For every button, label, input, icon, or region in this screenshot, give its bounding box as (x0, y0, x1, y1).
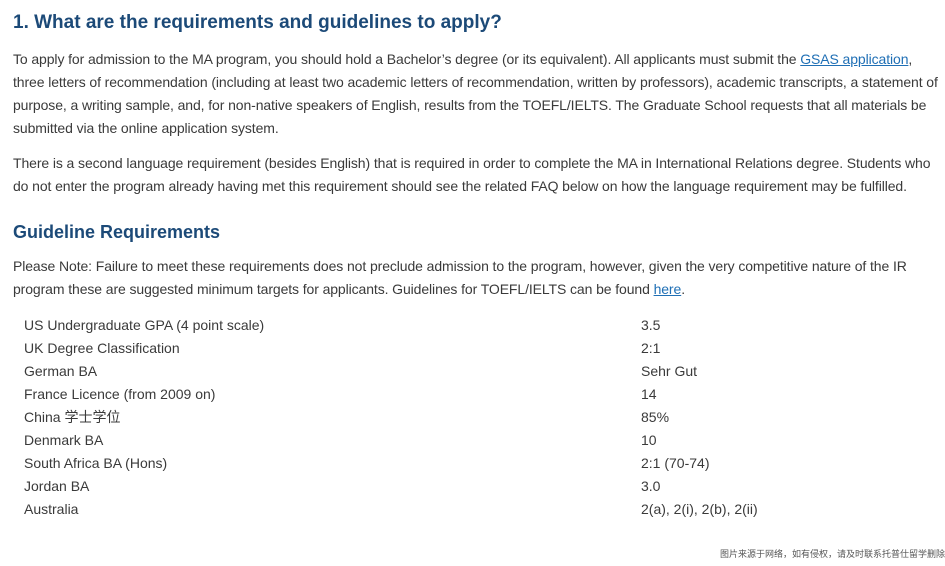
minimum: 3.0 (641, 477, 661, 494)
table-row: China 学士学位 85% (24, 405, 758, 428)
qualification: US Undergraduate GPA (4 point scale) (24, 316, 265, 333)
minimum: 2(a), 2(i), 2(b), 2(ii) (641, 500, 758, 517)
table-row: France Licence (from 2009 on) 14 (24, 382, 758, 405)
qualification: UK Degree Classification (24, 339, 180, 356)
table-row: UK Degree Classification 2:1 (24, 336, 758, 359)
heading: 1. What are the requirements and guideli… (13, 12, 502, 33)
table-row: Jordan BA 3.0 (24, 474, 758, 497)
minimum: 14 (641, 385, 657, 402)
minimum: Sehr Gut (641, 362, 698, 379)
qualification: South Africa BA (Hons) (24, 454, 168, 471)
qualification: China 学士学位 (24, 408, 121, 425)
subheading: Guideline Requirements (13, 222, 221, 242)
qualification: German BA (24, 362, 98, 379)
qualification: Australia (24, 500, 79, 517)
requirements-table: US Undergraduate GPA (4 point scale) 3.5 U… (24, 313, 758, 520)
text: . (681, 281, 685, 297)
minimum: 10 (641, 431, 657, 448)
note-paragraph: Please Note: Failure to meet these requi… (13, 255, 943, 301)
text: , three letters of recommendation (inclu… (13, 51, 938, 136)
table-body: US Undergraduate GPA (4 point scale) 3.5 U… (24, 313, 758, 520)
table-row: Australia 2(a), 2(i), 2(b), 2(ii) (24, 497, 758, 520)
table-row: Denmark BA 10 (24, 428, 758, 451)
here-link[interactable]: here (653, 281, 682, 297)
gsas-link[interactable]: GSAS application (800, 51, 909, 67)
qualification: Denmark BA (24, 431, 104, 448)
qualification: Jordan BA (24, 477, 90, 494)
language-paragraph: There is a second language requirement (… (13, 155, 931, 194)
minimum: 85% (641, 408, 670, 425)
watermark: 图片来源于网络，如有侵权，请及时联系托普仕留学删除 (719, 549, 945, 559)
qualification: France Licence (from 2009 on) (24, 385, 216, 402)
table-row: German BA Sehr Gut (24, 359, 758, 382)
intro-paragraph: To apply for admission to the MA program… (13, 48, 943, 140)
text: Please Note: Failure to meet these requi… (13, 258, 907, 297)
table-row: US Undergraduate GPA (4 point scale) 3.5 (24, 313, 758, 336)
minimum: 2:1 (70-74) (641, 454, 710, 471)
table-row: South Africa BA (Hons) 2:1 (70-74) (24, 451, 758, 474)
minimum: 2:1 (641, 339, 661, 356)
content: 1. What are the requirements and guideli… (13, 0, 943, 520)
minimum: 3.5 (641, 316, 661, 333)
text: To apply for admission to the MA program… (13, 51, 801, 67)
